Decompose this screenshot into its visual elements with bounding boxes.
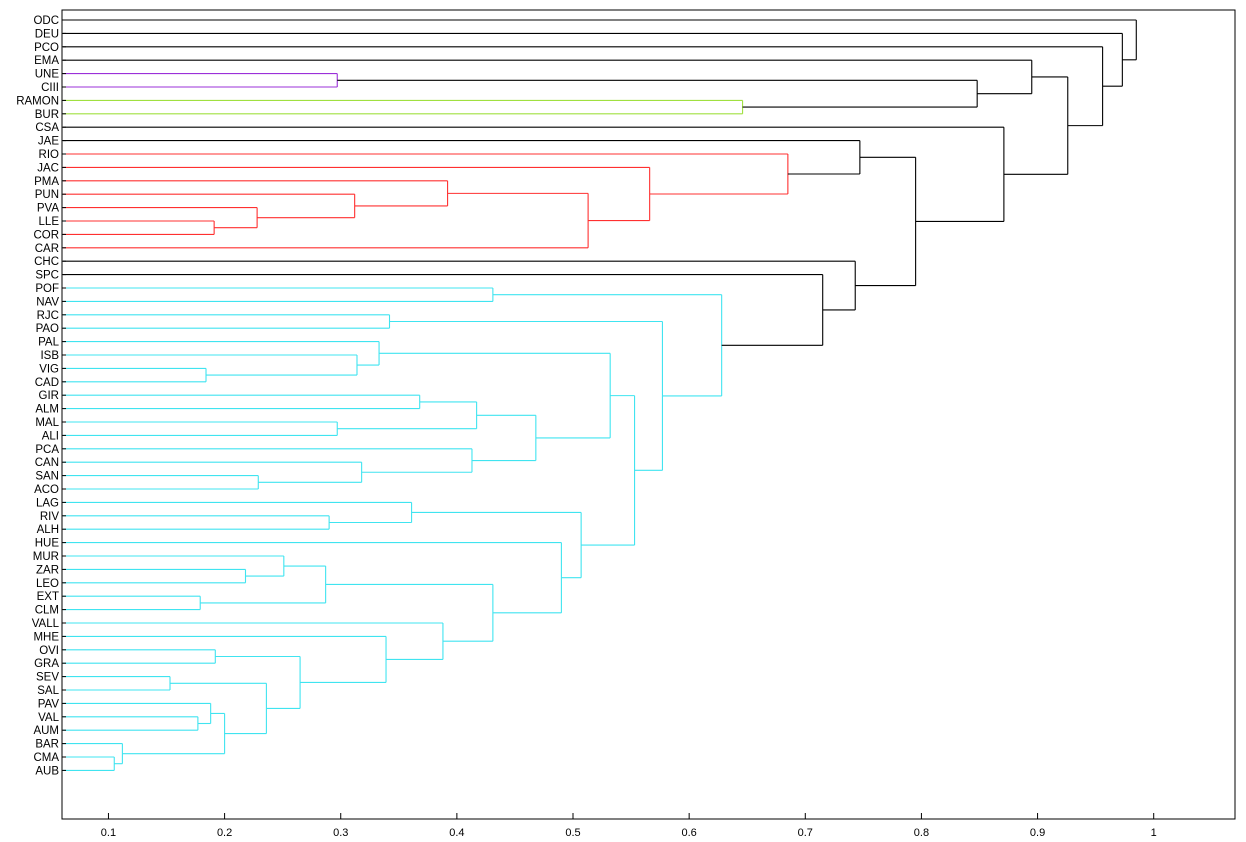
leaf-label-gir: GIR — [39, 390, 59, 402]
leaf-label-mur: MUR — [33, 551, 59, 563]
leaf-label-spc: SPC — [35, 270, 59, 282]
x-tick-label: 0.4 — [449, 827, 464, 839]
leaf-label-can: CAN — [35, 457, 59, 469]
leaf-label-cor: COR — [33, 229, 59, 241]
leaf-label-car: CAR — [35, 243, 59, 255]
leaf-label-riv: RIV — [40, 511, 60, 523]
leaf-label-lag: LAG — [36, 497, 59, 509]
leaf-label-csa: CSA — [35, 122, 59, 134]
x-tick-label: 0.2 — [217, 827, 232, 839]
leaf-label-pof: POF — [35, 283, 59, 295]
leaf-label-alh: ALH — [37, 524, 59, 536]
x-tick-label: 0.8 — [914, 827, 929, 839]
leaf-label-ovi: OVI — [39, 645, 59, 657]
leaf-label-une: UNE — [35, 69, 60, 81]
leaf-label-rjc: RJC — [37, 310, 59, 322]
leaf-label-san: SAN — [35, 471, 59, 483]
leaf-label-aco: ACO — [34, 484, 59, 496]
x-tick-label: 0.5 — [565, 827, 580, 839]
leaf-label-jac: JAC — [37, 162, 59, 174]
leaf-label-pma: PMA — [34, 176, 59, 188]
leaf-label-pco: PCO — [34, 42, 59, 54]
leaf-label-ciii: CIII — [41, 82, 59, 94]
leaf-label-zar: ZAR — [36, 564, 59, 576]
x-tick-label: 1 — [1151, 827, 1157, 839]
leaf-label-aub: AUB — [35, 765, 59, 777]
dendrogram-links — [63, 19, 1137, 771]
leaf-label-ali: ALI — [42, 430, 59, 442]
leaf-label-chc: CHC — [34, 256, 59, 268]
leaf-label-sev: SEV — [36, 672, 59, 684]
leaf-label-odc: ODC — [33, 15, 59, 27]
leaf-label-ext: EXT — [37, 591, 59, 603]
x-tick-label: 0.7 — [798, 827, 813, 839]
leaf-label-vall: VALL — [32, 618, 60, 630]
leaf-label-cad: CAD — [35, 377, 59, 389]
x-axis-ticks: 0.1 0.2 0.3 0.4 0.5 0.6 0.7 0.8 0.9 1 — [101, 813, 1157, 839]
leaf-label-pun: PUN — [35, 189, 59, 201]
leaf-label-deu: DEU — [35, 28, 59, 40]
leaf-label-bur: BUR — [35, 109, 59, 121]
leaf-label-jae: JAE — [38, 136, 59, 148]
leaf-label-bar: BAR — [35, 739, 59, 751]
leaf-label-rio: RIO — [39, 149, 60, 161]
leaf-label-sal: SAL — [37, 685, 59, 697]
chart-axes — [61, 9, 1236, 820]
x-tick-label: 0.9 — [1030, 827, 1045, 839]
leaf-label-mal: MAL — [35, 417, 59, 429]
leaf-label-pca: PCA — [35, 444, 59, 456]
leaf-label-clm: CLM — [35, 605, 59, 617]
leaf-label-alm: ALM — [35, 404, 59, 416]
leaf-label-cma: CMA — [33, 752, 59, 764]
leaf-label-pav: PAV — [38, 698, 60, 710]
leaf-label-leo: LEO — [36, 578, 59, 590]
leaf-label-pva: PVA — [37, 203, 59, 215]
leaf-label-pal: PAL — [38, 337, 59, 349]
leaf-label-hue: HUE — [35, 538, 60, 550]
leaf-label-ema: EMA — [34, 55, 59, 67]
leaf-label-gra: GRA — [34, 658, 59, 670]
leaf-label-mhe: MHE — [33, 631, 59, 643]
x-tick-label: 0.1 — [101, 827, 116, 839]
leaf-label-lle: LLE — [39, 216, 60, 228]
leaf-label-ramon: RAMON — [16, 95, 59, 107]
leaf-label-isb: ISB — [40, 350, 59, 362]
leaf-label-nav: NAV — [36, 296, 59, 308]
leaf-label-aum: AUM — [33, 725, 59, 737]
x-tick-label: 0.3 — [333, 827, 348, 839]
x-tick-label: 0.6 — [682, 827, 697, 839]
leaf-label-vig: VIG — [39, 363, 59, 375]
leaf-label-val: VAL — [38, 712, 59, 724]
plot-frame — [61, 9, 1236, 820]
leaf-label-pao: PAO — [36, 323, 59, 335]
